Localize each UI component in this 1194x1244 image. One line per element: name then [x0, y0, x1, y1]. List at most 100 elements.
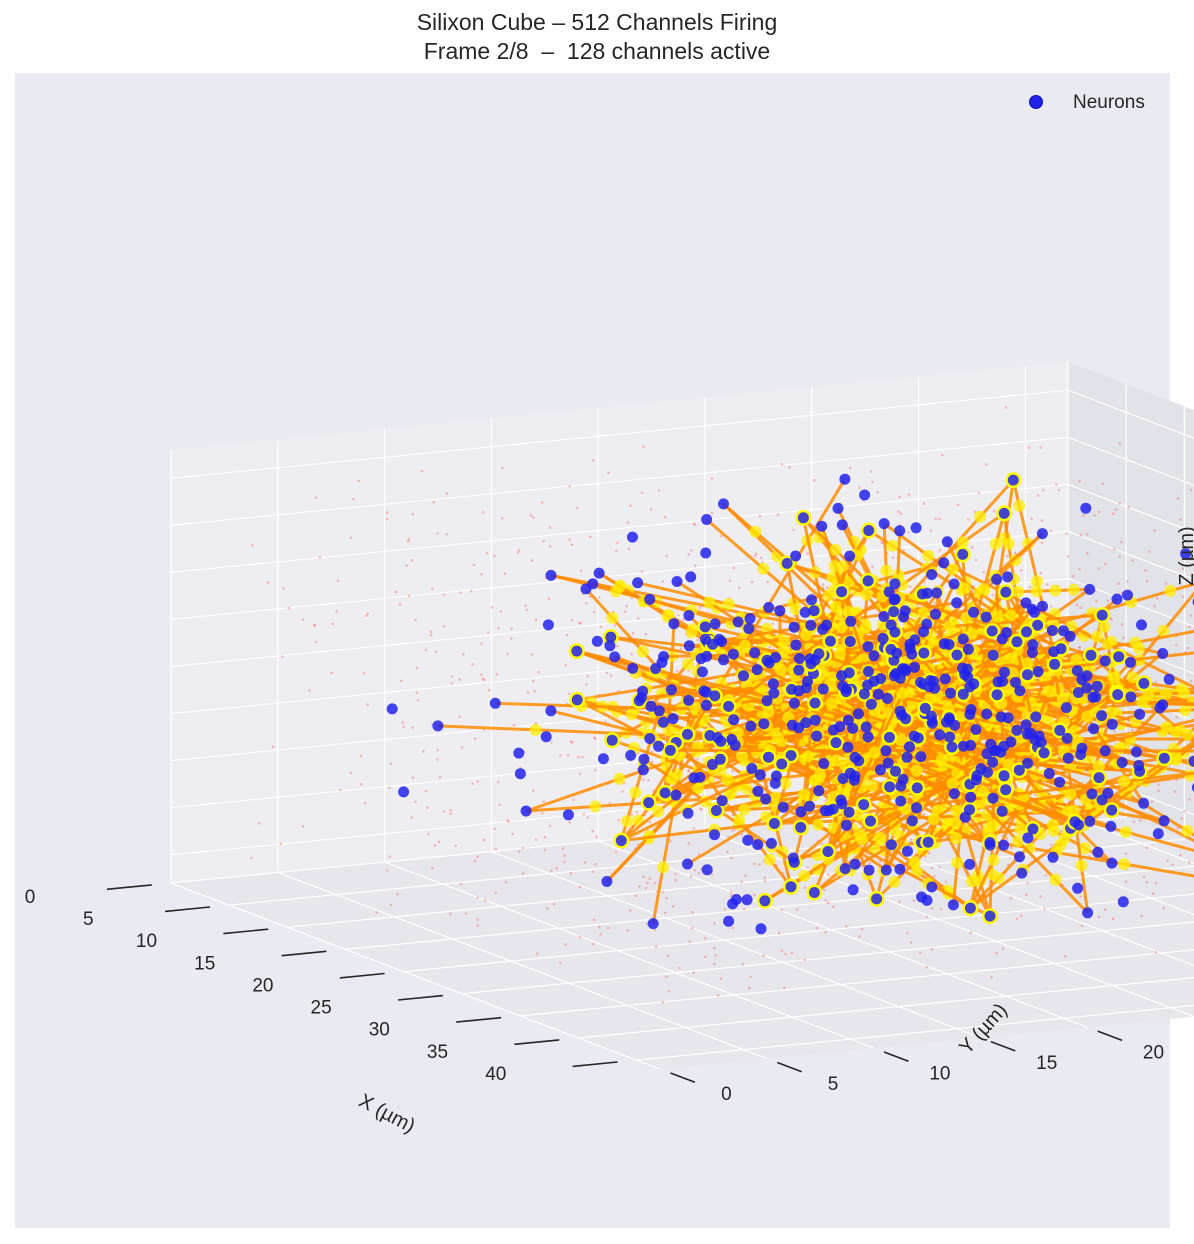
neuron-point [732, 616, 744, 628]
lattice-point [494, 847, 498, 851]
lattice-point [486, 631, 490, 634]
spike-marker [1098, 620, 1111, 633]
lattice-point [469, 589, 473, 593]
lattice-point [728, 579, 732, 583]
lattice-point [860, 927, 864, 931]
lattice-point [414, 800, 417, 803]
lattice-point [1153, 604, 1156, 608]
neuron-point [888, 670, 900, 682]
y-tick-label: 10 [929, 1063, 950, 1084]
x-tick [572, 1061, 618, 1068]
lattice-point [1189, 488, 1193, 492]
lattice-point [1080, 924, 1084, 927]
lattice-point [438, 775, 442, 779]
lattice-point [759, 556, 763, 560]
spike-marker [886, 539, 899, 552]
lattice-point [898, 495, 901, 499]
lattice-point [482, 838, 486, 842]
neuron-point [759, 895, 771, 907]
neuron-point [896, 709, 908, 721]
neuron-point [657, 716, 669, 728]
lattice-point [849, 466, 852, 470]
neuron-point [842, 741, 854, 753]
lattice-point [691, 910, 694, 914]
neuron-point [921, 894, 933, 906]
lattice-point [710, 511, 714, 515]
spike-marker [946, 563, 959, 576]
neuron-point [915, 676, 927, 688]
spike-marker [1021, 657, 1034, 670]
lattice-point [570, 618, 574, 622]
lattice-point [1189, 680, 1193, 683]
lattice-point [488, 688, 491, 692]
neuron-point [986, 625, 998, 637]
spike-marker [943, 620, 956, 633]
neuron-point [716, 636, 727, 647]
neuron-point [943, 639, 955, 650]
neuron-point [1191, 783, 1194, 792]
lattice-point [396, 893, 399, 896]
neuron-point [923, 681, 935, 692]
neuron-point [605, 631, 617, 643]
lattice-point [858, 486, 861, 489]
lattice-point [385, 517, 389, 521]
connection-line [621, 771, 1194, 843]
lattice-point [654, 945, 658, 948]
lattice-point [411, 512, 415, 516]
lattice-point [1104, 908, 1107, 911]
lattice-point [287, 606, 291, 610]
neuron-point [1122, 589, 1133, 601]
neuron-point [699, 621, 711, 633]
lattice-point [653, 928, 657, 932]
lattice-point [366, 703, 370, 706]
lattice-point [1171, 863, 1174, 867]
neuron-point [768, 687, 780, 699]
lattice-point [407, 538, 411, 541]
neuron-point [984, 839, 996, 851]
neuron-point [970, 724, 982, 735]
lattice-point [449, 812, 452, 815]
y-tick [1097, 1030, 1123, 1042]
lattice-point [579, 569, 583, 573]
neuron-point [823, 805, 835, 817]
neuron-point [785, 881, 797, 893]
lattice-point [617, 818, 620, 822]
lattice-point [719, 534, 723, 538]
lattice-point [635, 810, 639, 814]
neuron-point [755, 923, 767, 935]
lattice-point [1039, 895, 1042, 898]
neuron-point [797, 512, 809, 524]
neuron-point [981, 748, 993, 760]
neuron-point [1072, 687, 1084, 698]
neuron-point [875, 673, 887, 685]
lattice-point [592, 736, 596, 739]
lattice-point [1183, 809, 1186, 813]
lattice-point [595, 835, 599, 839]
neuron-point [1062, 752, 1074, 764]
lattice-point [922, 502, 926, 506]
neuron-point [922, 836, 934, 848]
neuron-point [934, 729, 946, 741]
lattice-point [1049, 843, 1053, 846]
neuron-point [695, 653, 707, 665]
spike-marker [1157, 624, 1170, 637]
spike-marker [895, 734, 907, 747]
lattice-point [330, 671, 333, 675]
lattice-point [665, 554, 668, 558]
neuron-point [909, 634, 921, 646]
lattice-point [594, 768, 597, 772]
lattice-point [497, 780, 500, 784]
lattice-point [1117, 582, 1120, 585]
lattice-point [970, 546, 974, 549]
lattice-point [930, 907, 934, 910]
spike-marker [738, 639, 751, 652]
spike-marker [949, 817, 962, 829]
neuron-point [593, 567, 605, 579]
neuron-point [957, 688, 969, 700]
lattice-point [742, 907, 746, 911]
lattice-point [314, 640, 318, 644]
lattice-point [675, 669, 679, 673]
lattice-point [352, 497, 355, 501]
lattice-point [898, 900, 901, 904]
neuron-point [1072, 882, 1084, 894]
